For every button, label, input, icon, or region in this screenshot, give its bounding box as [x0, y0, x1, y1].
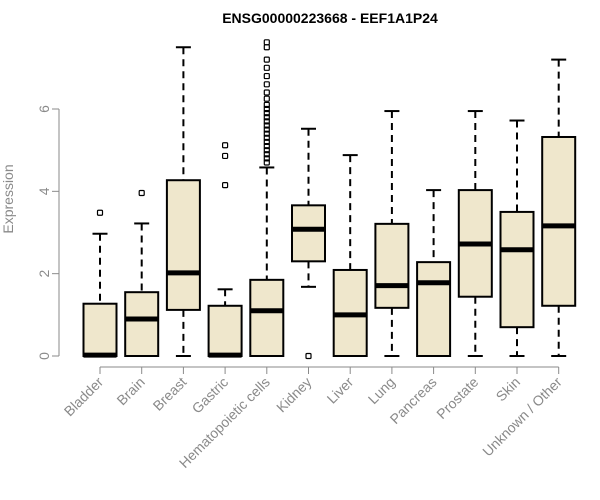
outlier-point	[263, 44, 270, 51]
box-bladder	[82, 209, 118, 358]
x-tick-label: Breast	[150, 374, 190, 414]
outlier-point	[263, 72, 270, 80]
outlier-point	[263, 110, 270, 117]
boxes-group	[82, 39, 577, 360]
outlier-point	[138, 189, 145, 197]
outlier-point	[263, 159, 270, 166]
outlier-point	[263, 130, 270, 137]
outlier-point	[263, 118, 270, 125]
iqr-box	[291, 204, 326, 263]
outlier-point	[263, 138, 270, 146]
outlier-point	[263, 147, 270, 154]
outlier-point	[263, 155, 270, 162]
box-pancreas	[416, 189, 452, 358]
x-tick-label: Kidney	[273, 374, 315, 416]
outlier-point	[263, 89, 270, 96]
box-unknown-other	[541, 58, 577, 357]
y-tick-label: 6	[36, 105, 52, 113]
iqr-box	[374, 222, 410, 309]
outlier-point	[96, 209, 104, 216]
x-tick-label: Prostate	[433, 374, 481, 422]
iqr-box	[249, 278, 285, 358]
box-brain	[124, 189, 160, 358]
y-axis: 0 2 4 6	[36, 105, 60, 360]
x-tick-label: Liver	[324, 374, 357, 407]
iqr-box	[541, 135, 577, 307]
iqr-box	[165, 179, 201, 311]
outlier-point	[263, 64, 270, 71]
box-breast	[165, 46, 201, 357]
outlier-point	[263, 122, 270, 129]
iqr-box	[82, 302, 118, 357]
outlier-point	[222, 142, 229, 149]
y-tick-label: 2	[36, 270, 52, 278]
outlier-point	[263, 105, 270, 113]
box-kidney	[291, 127, 326, 360]
outlier-point	[263, 39, 270, 46]
iqr-box	[124, 291, 160, 358]
box-prostate	[457, 110, 493, 357]
box-liver	[332, 154, 368, 357]
outlier-point	[305, 352, 312, 360]
x-tick-label: Skin	[493, 374, 524, 405]
box-lung	[374, 110, 410, 357]
outlier-point	[263, 142, 270, 150]
outlier-point	[263, 95, 270, 102]
outlier-point	[222, 152, 229, 160]
box-gastric	[207, 142, 243, 358]
x-tick-label: Lung	[365, 374, 398, 407]
box-skin	[499, 119, 535, 357]
y-tick-label: 4	[36, 187, 52, 195]
outlier-point	[263, 134, 270, 141]
iqr-box	[207, 304, 243, 358]
outlier-point	[263, 151, 270, 158]
outlier-point	[263, 126, 270, 133]
outlier-point	[222, 182, 229, 189]
outlier-point	[263, 81, 270, 88]
chart-title: ENSG00000223668 - EEF1A1P24	[222, 10, 438, 26]
outlier-point	[263, 56, 270, 63]
outlier-point	[263, 114, 270, 121]
iqr-box	[499, 210, 535, 329]
y-tick-label: 0	[36, 352, 52, 360]
iqr-box	[416, 261, 452, 358]
x-tick-label: Unknown / Other	[479, 374, 565, 460]
box-hematopoietic-cells	[249, 39, 285, 358]
x-tick-label: Brain	[113, 374, 147, 408]
x-tick-label: Bladder	[61, 374, 107, 420]
y-axis-label: Expression	[0, 164, 16, 233]
outlier-point	[263, 101, 270, 108]
